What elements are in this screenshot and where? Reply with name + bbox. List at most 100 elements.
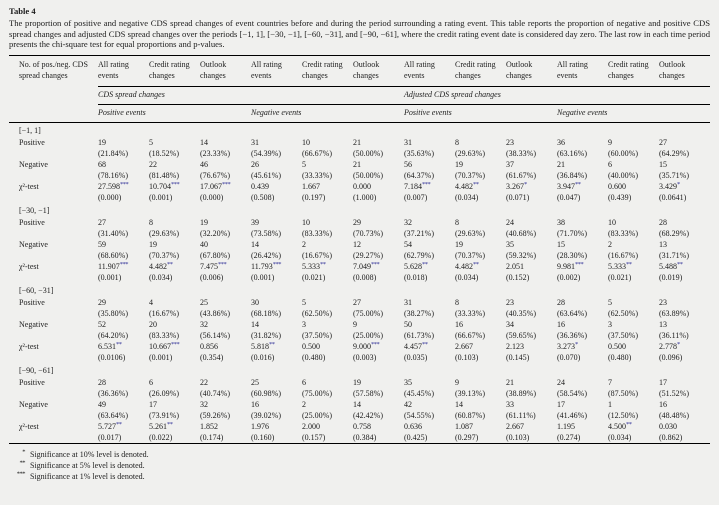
percentage-value: (62.50%)	[608, 309, 638, 319]
data-cell: 9 (60.00%)	[608, 137, 659, 159]
period-row: [−60, −31]	[9, 283, 710, 297]
data-cell: 3.947** (0.047)	[557, 181, 608, 203]
data-cell: 27 (75.00%)	[353, 297, 404, 319]
data-cell: 19 (57.58%)	[353, 377, 404, 399]
chi-stat-value: 9.000***	[353, 341, 380, 352]
count-value: 17	[557, 400, 565, 410]
count-value: 4	[149, 298, 153, 308]
data-cell: 3.429* (0.0641)	[659, 181, 710, 203]
row-label: Negative	[19, 240, 48, 250]
count-row: Negative 68 (78.16%) 22 (81.48%) 46 (76.67%) 26…	[9, 159, 710, 181]
data-cell: 17 (73.91%)	[149, 399, 200, 421]
percentage-value: (26.09%)	[149, 389, 179, 399]
chi-stat-value: 9.981***	[557, 261, 584, 272]
count-value: 14	[251, 320, 259, 330]
data-cell: 42 (54.55%)	[404, 399, 455, 421]
significance-stars: **	[473, 261, 479, 269]
chi-stat-value: 1.195	[557, 422, 575, 432]
data-cell: 1.195 (0.274)	[557, 421, 608, 444]
data-cell: 3.273* (0.070)	[557, 341, 608, 363]
percentage-value: (59.65%)	[506, 331, 536, 341]
data-cell: 32 (56.14%)	[200, 319, 251, 341]
percentage-value: (83.33%)	[608, 229, 638, 239]
data-cell: 68 (78.16%)	[98, 159, 149, 181]
significance-stars: *	[575, 341, 578, 349]
count-value: 30	[251, 298, 259, 308]
period-row: [−1, 1]	[9, 123, 710, 138]
row-label: χ²-test	[19, 182, 39, 192]
percentage-value: (25.00%)	[353, 331, 383, 341]
count-row: Negative 52 (64.20%) 20 (83.33%) 32 (56.14%) 14…	[9, 319, 710, 341]
p-value: (0.006)	[200, 273, 224, 283]
p-value: (0.016)	[251, 353, 275, 363]
p-value: (0.000)	[200, 193, 224, 203]
period-row: [−30, −1]	[9, 203, 710, 217]
chi-stat-value: 5.727**	[98, 421, 122, 432]
p-value: (0.384)	[353, 433, 377, 443]
row-label: Negative	[19, 160, 48, 170]
chi-stat-value: 2.667	[506, 422, 524, 432]
percentage-value: (62.79%)	[404, 251, 434, 261]
percentage-value: (73.91%)	[149, 411, 179, 421]
count-row: Positive 28 (36.36%) 6 (26.09%) 22 (40.74%) 25(…	[9, 377, 710, 399]
count-value: 23	[506, 138, 514, 148]
count-value: 34	[506, 320, 514, 330]
column-header: Credit rating changes	[149, 55, 200, 88]
significance-stars: **	[626, 261, 632, 269]
count-value: 13	[659, 240, 667, 250]
percentage-value: (40.35%)	[506, 309, 536, 319]
data-cell: 5.261** (0.022)	[149, 421, 200, 444]
data-cell: 5.727** (0.017)	[98, 421, 149, 444]
chi-stat-value: 0.000	[353, 182, 371, 192]
count-value: 39	[251, 218, 259, 228]
data-cell: 37 (61.67%)	[506, 159, 557, 181]
percentage-value: (18.52%)	[149, 149, 179, 159]
data-cell: 7 (87.50%)	[608, 377, 659, 399]
article-page: Table 4 The proportion of positive and n…	[9, 6, 710, 482]
data-cell: 1 (12.50%)	[608, 399, 659, 421]
chi-stat-value: 4.457**	[404, 341, 428, 352]
percentage-value: (58.54%)	[557, 389, 587, 399]
count-value: 28	[659, 218, 667, 228]
percentage-value: (36.11%)	[659, 331, 689, 341]
significance-stars: ***	[171, 341, 180, 349]
data-cell: 13 (36.11%)	[659, 319, 710, 341]
significance-stars: ***	[171, 181, 180, 189]
percentage-value: (42.42%)	[353, 411, 383, 421]
data-cell: 23 (38.33%)	[506, 137, 557, 159]
data-cell: 0.758 (0.384)	[353, 421, 404, 444]
significance-stars: ***	[575, 261, 584, 269]
percentage-value: (76.67%)	[200, 171, 230, 181]
data-cell: 1.852 (0.174)	[200, 421, 251, 444]
significance-stars: **	[626, 421, 632, 429]
data-cell: 19 (70.37%)	[455, 239, 506, 261]
column-header: All rating events	[557, 55, 608, 88]
percentage-value: (68.18%)	[251, 309, 281, 319]
footnote-marker: ***	[9, 471, 30, 482]
count-value: 19	[149, 240, 157, 250]
data-cell: 52 (64.20%)	[98, 319, 149, 341]
p-value: (0.035)	[404, 353, 428, 363]
data-cell: 14 (23.33%)	[200, 137, 251, 159]
column-header: Outlook changes	[506, 55, 557, 88]
data-cell: 26 (45.61%)	[251, 159, 302, 181]
percentage-value: (83.33%)	[149, 331, 179, 341]
p-value: (0.862)	[659, 433, 683, 443]
data-cell: 3 (37.50%)	[608, 319, 659, 341]
percentage-value: (56.14%)	[200, 331, 230, 341]
data-cell: 4.482** (0.034)	[455, 181, 506, 203]
p-value: (0.047)	[557, 193, 581, 203]
percentage-value: (29.63%)	[149, 229, 179, 239]
significance-stars: **	[422, 261, 428, 269]
percentage-value: (78.16%)	[98, 171, 128, 181]
row-label: χ²-test	[19, 342, 39, 352]
p-value: (0.480)	[608, 353, 632, 363]
p-value: (0.152)	[506, 273, 530, 283]
percentage-value: (16.67%)	[302, 251, 332, 261]
data-cell: 21 (36.84%)	[557, 159, 608, 181]
data-cell: 4.500** (0.034)	[608, 421, 659, 444]
group-header: Adjusted CDS spread changes	[404, 86, 710, 106]
event-header: Positive events	[98, 104, 251, 124]
percentage-value: (63.16%)	[557, 149, 587, 159]
chi-stat-value: 4.482**	[455, 261, 479, 272]
